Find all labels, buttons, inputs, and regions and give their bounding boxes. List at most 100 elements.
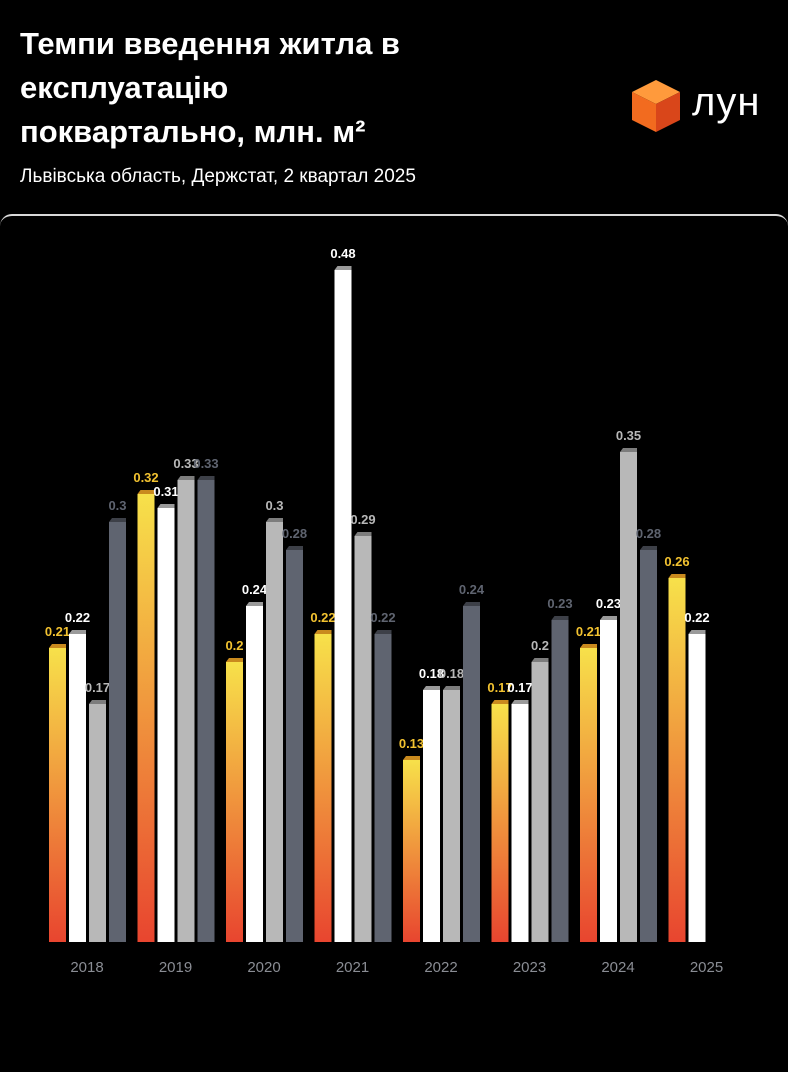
bar-cap-2020-q2 [246, 602, 263, 606]
bar-2020-q4 [286, 550, 303, 942]
bar-cap-2022-q1 [403, 756, 420, 760]
data-label-2024-q1: 0.21 [576, 624, 601, 639]
chart-panel: 0.21 0.22 0.17 0.3 2018 0.32 0.31 0.33 0.33 2019 0… [0, 214, 788, 1072]
data-label-2018-q1: 0.21 [45, 624, 70, 639]
x-tick-label-2024: 2024 [601, 959, 634, 976]
page-subtitle: Львівська область, Держстат, 2 квартал 2… [20, 166, 416, 187]
bar-2022-q2 [423, 690, 440, 942]
bar-2021-q2 [334, 270, 352, 942]
bar-2018-q1 [49, 648, 66, 942]
bar-cap-2019-q1 [137, 490, 155, 494]
data-label-2025-q2: 0.22 [684, 610, 709, 625]
data-label-2021-q3: 0.29 [350, 512, 375, 527]
bar-cap-2025-q1 [668, 574, 686, 578]
bar-cap-2024-q4 [640, 546, 657, 550]
data-label-2024-q3: 0.35 [616, 428, 641, 443]
bar-2019-q3 [177, 480, 195, 942]
bar-2025-q1 [668, 578, 686, 942]
bar-2020-q3 [266, 522, 283, 942]
x-tick-label-2022: 2022 [424, 959, 457, 976]
bar-2020-q1 [226, 662, 243, 942]
x-tick-label-2021: 2021 [336, 959, 369, 976]
data-label-2019-q1: 0.32 [133, 470, 158, 485]
bar-2022-q1 [403, 760, 420, 942]
data-label-2022-q4: 0.24 [459, 582, 485, 597]
logo: лун [630, 78, 770, 134]
bar-2019-q1 [137, 494, 155, 942]
data-label-2020-q4: 0.28 [282, 526, 307, 541]
data-label-2023-q4: 0.23 [547, 596, 572, 611]
bar-cap-2018-q4 [109, 518, 126, 522]
data-label-2025-q1: 0.26 [664, 554, 689, 569]
bar-cap-2020-q3 [266, 518, 283, 522]
bar-2024-q4 [640, 550, 657, 942]
bar-cap-2018-q3 [89, 700, 106, 704]
bar-cap-2019-q4 [197, 476, 215, 480]
bar-2022-q4 [463, 606, 480, 942]
bar-cap-2022-q4 [463, 602, 480, 606]
bar-cap-2024-q3 [620, 448, 637, 452]
x-tick-label-2020: 2020 [247, 959, 280, 976]
bar-cap-2025-q2 [688, 630, 706, 634]
x-tick-label-2023: 2023 [513, 959, 546, 976]
bar-cap-2023-q2 [511, 700, 529, 704]
bar-cap-2020-q4 [286, 546, 303, 550]
bar-chart: 0.210.220.170.320180.320.310.330.3320190… [45, 246, 723, 976]
bar-cap-2021-q1 [314, 630, 332, 634]
bar-cap-2021-q3 [354, 532, 372, 536]
bar-cap-2021-q2 [334, 266, 352, 270]
data-label-2021-q1: 0.22 [310, 610, 335, 625]
data-label-2018-q3: 0.17 [85, 680, 110, 695]
bar-2018-q4 [109, 522, 126, 942]
bar-2021-q3 [354, 536, 372, 942]
data-label-2023-q2: 0.17 [507, 680, 532, 695]
data-label-2019-q3: 0.33 [173, 456, 198, 471]
bar-2022-q3 [443, 690, 460, 942]
bar-2025-q2 [688, 634, 706, 942]
bar-cap-2024-q1 [580, 644, 597, 648]
bar-cap-2019-q3 [177, 476, 195, 480]
page-title: Темпи введення житла в експлуатацію покв… [20, 26, 400, 149]
bar-2023-q3 [531, 662, 549, 942]
data-label-2024-q2: 0.23 [596, 596, 621, 611]
bar-cap-2020-q1 [226, 658, 243, 662]
bar-2021-q1 [314, 634, 332, 942]
data-label-2020-q3: 0.3 [265, 498, 283, 513]
x-tick-label-2025: 2025 [690, 959, 723, 976]
x-tick-label-2019: 2019 [159, 959, 192, 976]
bar-cap-2018-q1 [49, 644, 66, 648]
data-label-2022-q1: 0.13 [399, 736, 424, 751]
bar-cap-2023-q3 [531, 658, 549, 662]
header: Темпи введення житла в експлуатацію покв… [0, 0, 788, 214]
data-label-2018-q2: 0.22 [65, 610, 90, 625]
data-label-2023-q1: 0.17 [487, 680, 512, 695]
bar-cap-2022-q3 [443, 686, 460, 690]
bar-cap-2021-q4 [374, 630, 392, 634]
data-label-2023-q3: 0.2 [531, 638, 549, 653]
bar-cap-2023-q1 [491, 700, 509, 704]
logo-text: лун [692, 80, 761, 124]
bar-2019-q4 [197, 480, 215, 942]
bar-2021-q4 [374, 634, 392, 942]
bar-cap-2019-q2 [157, 504, 175, 508]
bar-2018-q3 [89, 704, 106, 942]
bar-2023-q4 [551, 620, 569, 942]
bar-cap-2022-q2 [423, 686, 440, 690]
data-label-2019-q2: 0.31 [153, 484, 178, 499]
bar-2024-q1 [580, 648, 597, 942]
bar-2020-q2 [246, 606, 263, 942]
bar-cap-2024-q2 [600, 616, 617, 620]
bar-2024-q3 [620, 452, 637, 942]
bar-2023-q2 [511, 704, 529, 942]
bar-2019-q2 [157, 508, 175, 942]
bar-2024-q2 [600, 620, 617, 942]
data-label-2024-q4: 0.28 [636, 526, 661, 541]
bar-cap-2023-q4 [551, 616, 569, 620]
data-label-2022-q2: 0.18 [419, 666, 444, 681]
data-label-2022-q3: 0.18 [439, 666, 464, 681]
bar-2018-q2 [69, 634, 86, 942]
data-label-2018-q4: 0.3 [108, 498, 126, 513]
data-label-2020-q2: 0.24 [242, 582, 268, 597]
data-label-2019-q4: 0.33 [193, 456, 218, 471]
data-label-2021-q2: 0.48 [330, 246, 355, 261]
